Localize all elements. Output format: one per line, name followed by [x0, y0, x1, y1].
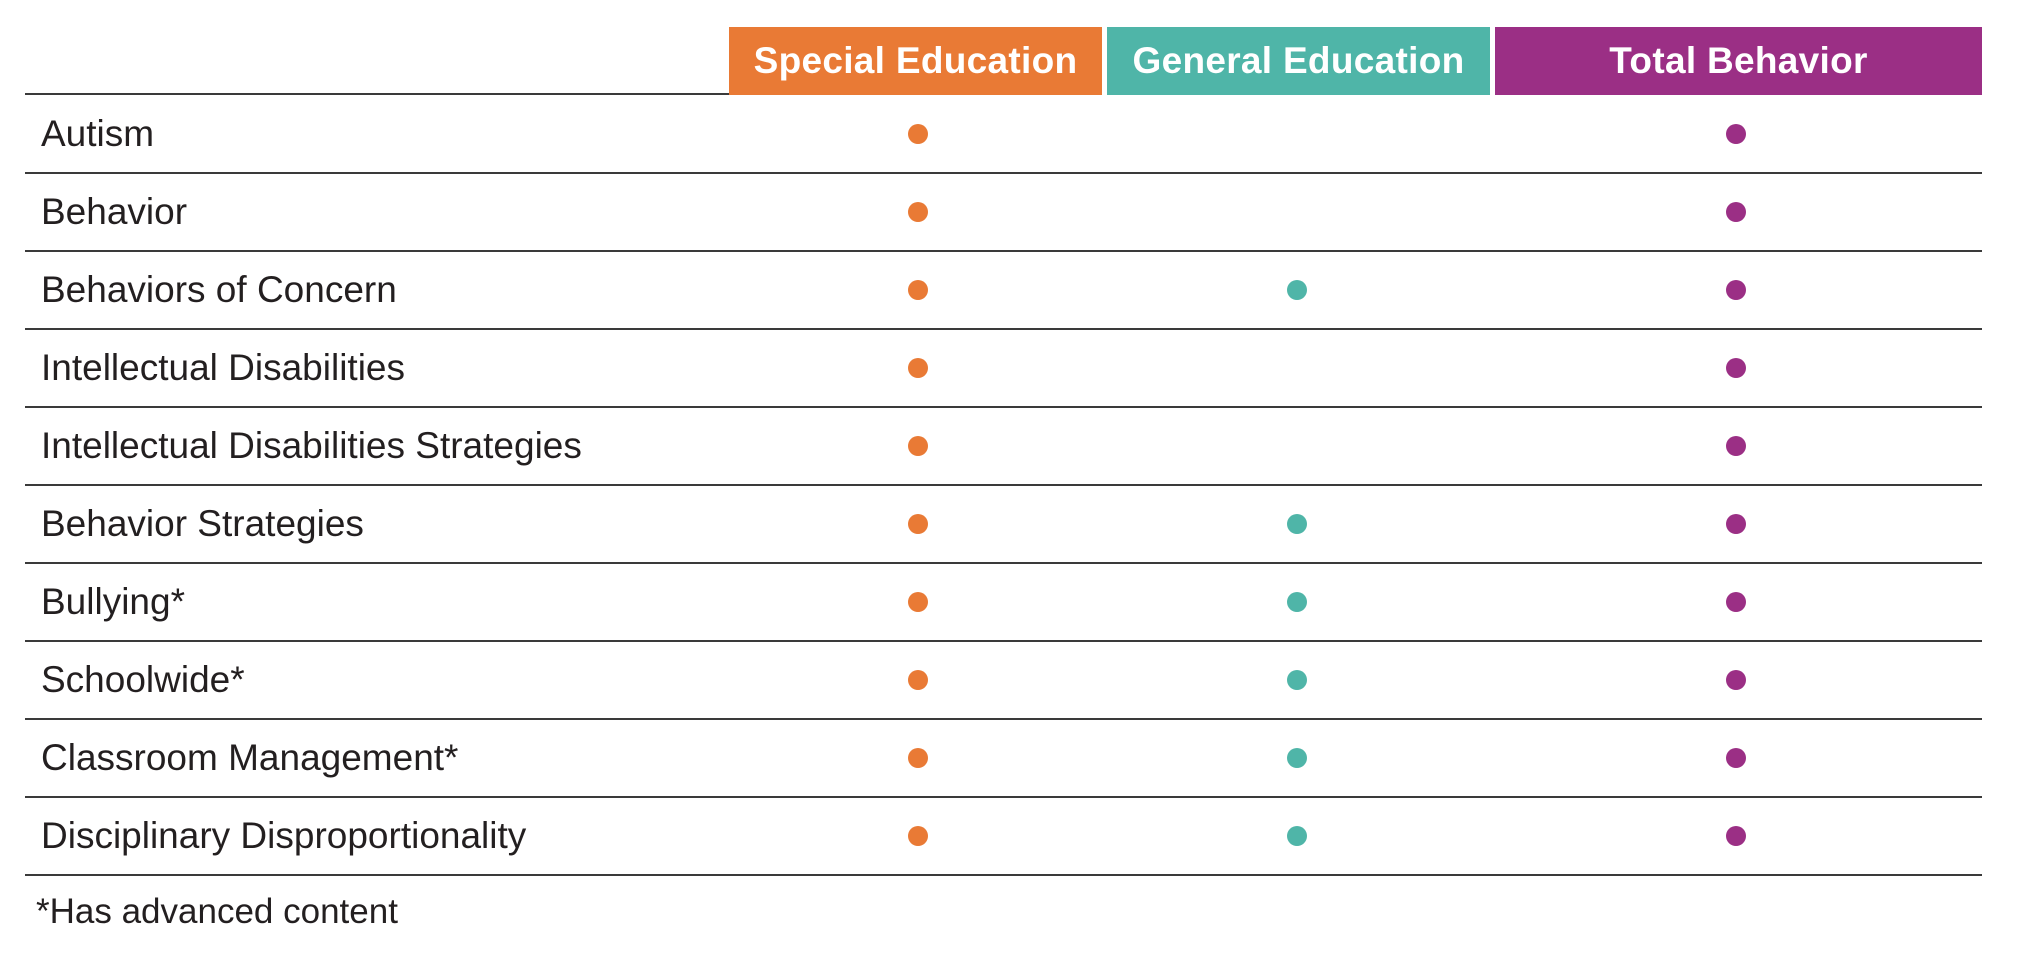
general-indicator-dot [1287, 826, 1307, 846]
header-special-education: Special Education [729, 27, 1102, 95]
table-row: Behavior [25, 173, 1982, 251]
total-indicator-dot [1726, 202, 1746, 222]
special-indicator-dot [908, 670, 928, 690]
general-indicator-dot [1287, 748, 1307, 768]
special-indicator-dot [908, 280, 928, 300]
table-row: Autism [25, 95, 1982, 173]
row-label: Behavior Strategies [41, 503, 364, 544]
general-indicator-dot [1287, 280, 1307, 300]
header-general-education: General Education [1107, 27, 1490, 95]
general-indicator-dot [1287, 670, 1307, 690]
total-indicator-dot [1726, 592, 1746, 612]
row-divider [25, 328, 1982, 330]
special-indicator-dot [908, 202, 928, 222]
total-indicator-dot [1726, 748, 1746, 768]
table-row: Intellectual Disabilities [25, 329, 1982, 407]
total-indicator-dot [1726, 280, 1746, 300]
total-indicator-dot [1726, 826, 1746, 846]
special-indicator-dot [908, 436, 928, 456]
row-divider [25, 484, 1982, 486]
total-indicator-dot [1726, 124, 1746, 144]
footnote: *Has advanced content [36, 892, 398, 931]
special-indicator-dot [908, 592, 928, 612]
row-divider [25, 796, 1982, 798]
special-indicator-dot [908, 124, 928, 144]
header-rule [25, 93, 729, 95]
total-indicator-dot [1726, 514, 1746, 534]
row-label: Schoolwide* [41, 659, 245, 700]
general-indicator-dot [1287, 592, 1307, 612]
table-row: Bullying* [25, 563, 1982, 641]
special-indicator-dot [908, 748, 928, 768]
table-row: Disciplinary Disproportionality [25, 797, 1982, 875]
row-label: Bullying* [41, 581, 185, 622]
total-indicator-dot [1726, 436, 1746, 456]
row-label: Disciplinary Disproportionality [41, 815, 527, 856]
row-divider [25, 562, 1982, 564]
table-row: Behavior Strategies [25, 485, 1982, 563]
row-divider [25, 250, 1982, 252]
row-divider [25, 406, 1982, 408]
row-divider [25, 640, 1982, 642]
row-divider [25, 718, 1982, 720]
row-label: Classroom Management* [41, 737, 459, 778]
special-indicator-dot [908, 514, 928, 534]
total-indicator-dot [1726, 670, 1746, 690]
table-row: Classroom Management* [25, 719, 1982, 797]
row-label: Behaviors of Concern [41, 269, 397, 310]
row-label: Intellectual Disabilities [41, 347, 406, 388]
row-label: Intellectual Disabilities Strategies [41, 425, 582, 466]
table-row: Intellectual Disabilities Strategies [25, 407, 1982, 485]
row-label: Autism [41, 113, 155, 154]
total-indicator-dot [1726, 358, 1746, 378]
header-total-behavior: Total Behavior [1495, 27, 1982, 95]
row-divider [25, 172, 1982, 174]
special-indicator-dot [908, 358, 928, 378]
general-indicator-dot [1287, 514, 1307, 534]
special-indicator-dot [908, 826, 928, 846]
table-row: Schoolwide* [25, 641, 1982, 719]
table-row: Behaviors of Concern [25, 251, 1982, 329]
row-label: Behavior [41, 191, 188, 232]
row-divider [25, 874, 1982, 876]
